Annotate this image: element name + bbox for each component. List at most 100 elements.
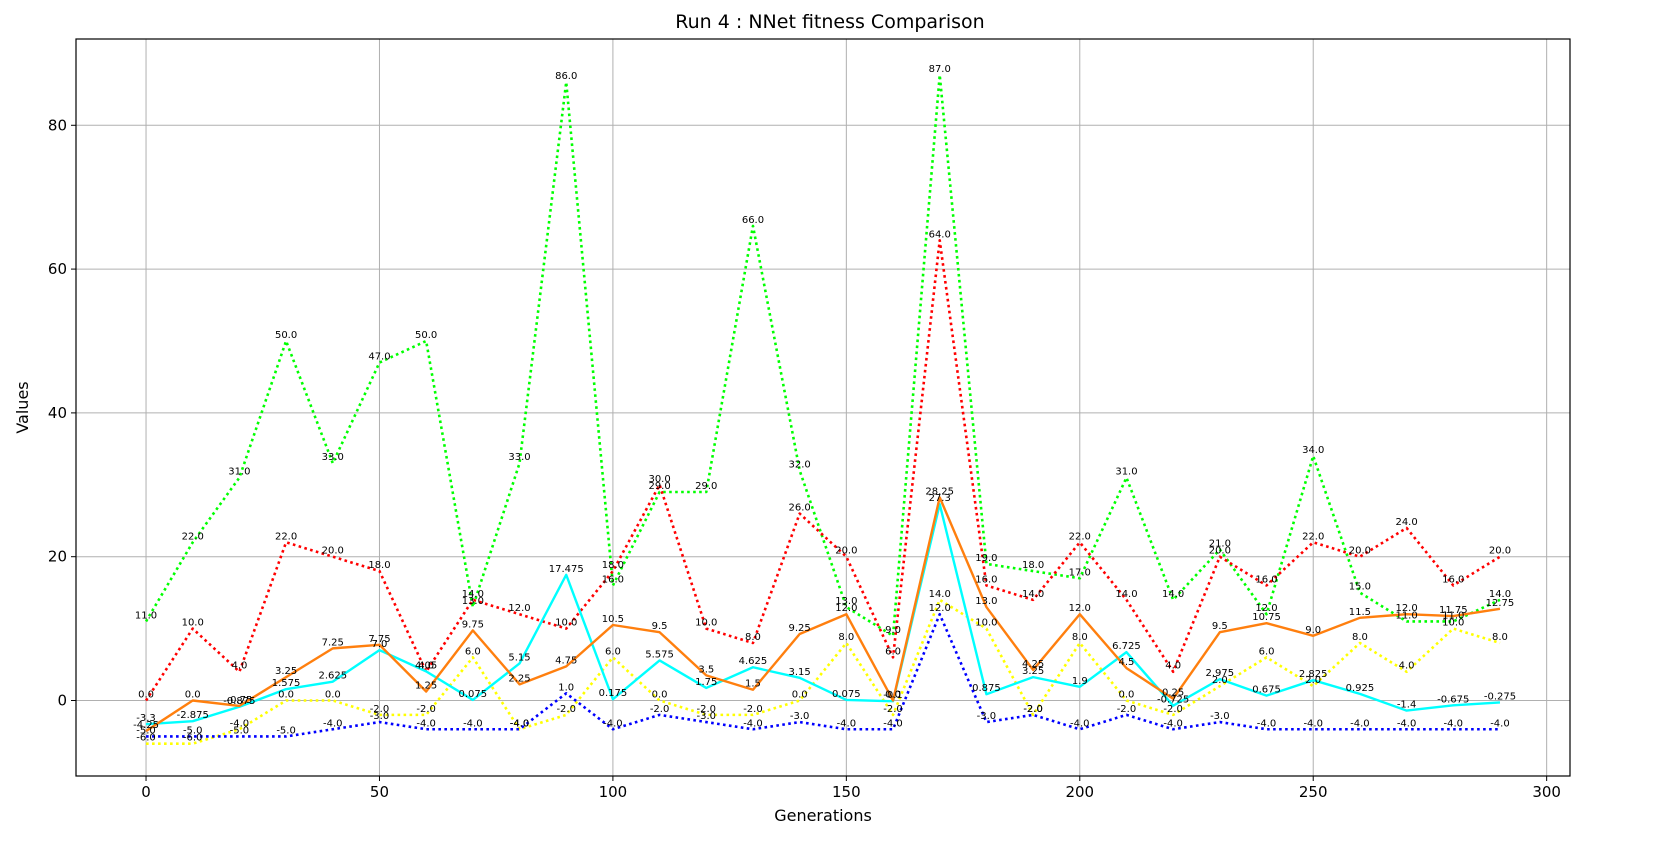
data-label: -0.725 bbox=[1157, 695, 1189, 706]
data-label: 15.0 bbox=[1349, 582, 1371, 593]
chart-title: Run 4 : NNet fitness Comparison bbox=[675, 11, 984, 33]
data-label: -2.0 bbox=[883, 704, 903, 715]
data-label: 0.0 bbox=[792, 690, 808, 701]
data-label: 13.0 bbox=[975, 596, 997, 607]
data-label: 87.0 bbox=[929, 64, 951, 75]
data-label: -4.0 bbox=[1397, 718, 1417, 729]
data-label: 14.0 bbox=[1022, 589, 1044, 600]
data-label: 3.25 bbox=[1022, 666, 1044, 677]
data-label: 5.15 bbox=[508, 652, 530, 663]
ticks: 0 50 100 150 200 250 300 0 20 40 60 80 bbox=[48, 116, 1561, 801]
series-layer bbox=[144, 73, 1501, 745]
data-label: 2.975 bbox=[1206, 668, 1235, 679]
y-axis-title: Values bbox=[13, 381, 32, 433]
data-label: -2.0 bbox=[1023, 704, 1043, 715]
data-label: 14.0 bbox=[929, 589, 951, 600]
data-label: 27.3 bbox=[929, 493, 951, 504]
data-label: 24.0 bbox=[1395, 517, 1417, 528]
data-label: 29.0 bbox=[695, 481, 717, 492]
x-axis-title: Generations bbox=[774, 806, 872, 825]
data-label: 20.0 bbox=[1349, 546, 1371, 557]
data-label: 1.9 bbox=[1072, 676, 1088, 687]
data-label: -4.0 bbox=[230, 718, 250, 729]
x-tick-label: 50 bbox=[370, 783, 389, 801]
data-label: 12.0 bbox=[1255, 603, 1277, 614]
data-label: -2.0 bbox=[416, 704, 436, 715]
data-label: 47.0 bbox=[368, 352, 390, 363]
data-labels: 11.0 22.0 31.0 50.0 33.0 47.0 50.0 13.0 33.0 86.0… bbox=[133, 64, 1516, 744]
data-label: 17.475 bbox=[549, 564, 584, 575]
data-label: 14.0 bbox=[1162, 589, 1184, 600]
data-label: 20.0 bbox=[1209, 546, 1231, 557]
data-label: 20.0 bbox=[1489, 546, 1511, 557]
data-label: 10.5 bbox=[602, 614, 624, 625]
data-label: 18.0 bbox=[1022, 560, 1044, 571]
data-label: 20.0 bbox=[835, 546, 857, 557]
y-tick-label: 60 bbox=[48, 260, 67, 278]
data-label: 10.75 bbox=[1252, 612, 1281, 623]
y-tick-label: 0 bbox=[57, 692, 67, 710]
x-tick-label: 250 bbox=[1299, 783, 1328, 801]
data-label: 2.0 bbox=[1305, 675, 1321, 686]
data-label: -4.0 bbox=[1303, 718, 1323, 729]
data-label: -0.675 bbox=[1437, 694, 1469, 705]
data-label: 12.0 bbox=[508, 603, 530, 614]
data-label: -4.25 bbox=[133, 720, 159, 731]
data-label: 18.0 bbox=[368, 560, 390, 571]
data-label: 0.875 bbox=[972, 683, 1001, 694]
data-label: 10.0 bbox=[182, 618, 204, 629]
data-label: 1.0 bbox=[558, 682, 574, 693]
data-label: 1.25 bbox=[415, 681, 437, 692]
x-tick-label: 100 bbox=[599, 783, 628, 801]
data-label: -4.0 bbox=[510, 718, 530, 729]
data-label: 4.25 bbox=[1022, 659, 1044, 670]
data-label: 8.0 bbox=[1492, 632, 1508, 643]
data-label: 0.0 bbox=[652, 690, 668, 701]
data-label: -0.275 bbox=[1484, 691, 1516, 702]
data-label: 4.0 bbox=[418, 661, 434, 672]
x-tick-label: 300 bbox=[1532, 783, 1561, 801]
y-tick-label: 20 bbox=[48, 548, 67, 566]
data-label: -3.3 bbox=[136, 713, 156, 724]
data-label: -2.0 bbox=[370, 704, 390, 715]
data-label: 9.0 bbox=[1305, 625, 1321, 636]
data-label: 4.625 bbox=[739, 656, 768, 667]
data-label: -4.0 bbox=[1444, 718, 1464, 729]
data-label: -5.0 bbox=[136, 725, 156, 736]
data-label: 10.0 bbox=[695, 618, 717, 629]
data-label: -3.0 bbox=[977, 711, 997, 722]
data-label: 8.0 bbox=[745, 632, 761, 643]
data-label: 4.0 bbox=[231, 661, 247, 672]
data-label: 86.0 bbox=[555, 71, 577, 82]
data-label: 9.25 bbox=[789, 623, 811, 634]
data-label: -2.0 bbox=[1117, 704, 1137, 715]
data-label: -4.0 bbox=[416, 718, 436, 729]
data-label: -4.0 bbox=[1257, 718, 1277, 729]
data-label: 2.825 bbox=[1299, 669, 1328, 680]
data-label: 2.625 bbox=[318, 671, 347, 682]
data-label: 17.0 bbox=[1069, 567, 1091, 578]
data-label: 3.5 bbox=[698, 664, 714, 675]
data-label: 6.0 bbox=[885, 646, 901, 657]
data-label: 9.5 bbox=[1212, 621, 1228, 632]
data-label: -3.0 bbox=[1210, 711, 1230, 722]
data-label: 0.075 bbox=[459, 689, 488, 700]
data-label: 16.0 bbox=[1255, 574, 1277, 585]
data-label: -3.0 bbox=[370, 711, 390, 722]
data-label: 64.0 bbox=[929, 229, 951, 240]
data-label: -4.0 bbox=[1490, 718, 1510, 729]
data-label: 0.0 bbox=[325, 690, 341, 701]
data-label: 16.0 bbox=[602, 574, 624, 585]
data-label: 0.0 bbox=[185, 690, 201, 701]
data-label: 4.5 bbox=[1119, 657, 1135, 668]
data-label: 33.0 bbox=[508, 452, 530, 463]
data-label: 0.175 bbox=[599, 688, 628, 699]
series-line-4 bbox=[146, 612, 1500, 738]
data-label: -5.0 bbox=[183, 725, 203, 736]
data-label: 0.25 bbox=[1162, 688, 1184, 699]
data-label: 11.0 bbox=[1442, 610, 1464, 621]
data-label: 19.0 bbox=[975, 553, 997, 564]
data-label: 29.0 bbox=[648, 481, 670, 492]
data-label: 20.0 bbox=[322, 546, 344, 557]
data-label: 4.0 bbox=[1165, 661, 1181, 672]
